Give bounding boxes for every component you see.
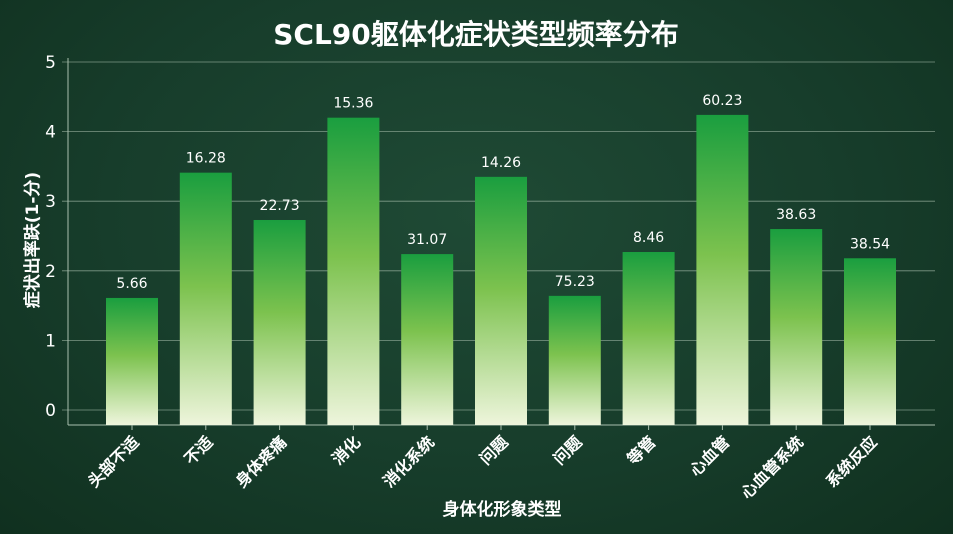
bar	[475, 176, 527, 425]
bar	[770, 229, 823, 425]
y-tick-label: 2	[45, 262, 56, 282]
y-tick-label: 0	[45, 401, 56, 421]
x-tick-label: 头部不适	[84, 432, 143, 491]
bar	[696, 114, 749, 425]
y-tick-label: 4	[45, 123, 56, 143]
bar	[401, 254, 454, 425]
data-label: 38.54	[850, 236, 890, 252]
data-label: 5.66	[116, 276, 147, 292]
data-label: 22.73	[260, 198, 300, 214]
bar	[253, 219, 306, 425]
y-tick-label: 1	[45, 331, 56, 351]
data-label: 31.07	[407, 232, 447, 248]
data-label: 75.23	[555, 274, 595, 290]
y-tick-label: 3	[45, 192, 56, 212]
chart-title: SCL90躯体化症状类型频率分布	[273, 18, 679, 51]
x-tick-label: 不适	[181, 432, 217, 468]
x-tick-label: 身体疼痛	[232, 432, 291, 491]
x-tick-label: 消化	[328, 432, 364, 468]
data-label: 16.28	[186, 151, 226, 167]
bar	[179, 172, 232, 425]
bar	[106, 297, 158, 425]
x-tick-label: 消化系统	[379, 432, 438, 491]
data-label: 38.63	[776, 207, 816, 223]
data-label: 14.26	[481, 155, 521, 171]
data-label: 15.36	[333, 96, 373, 112]
bar	[327, 117, 380, 426]
bar	[844, 258, 896, 425]
y-axis-label: 症状出率趺(1-分)	[22, 172, 43, 308]
x-tick-label: 问题	[550, 432, 587, 469]
y-tick-label: 5	[45, 53, 56, 73]
x-tick-label: 心血管系统	[737, 432, 807, 502]
data-label: 8.46	[633, 230, 664, 246]
x-tick-label: 等管	[623, 432, 660, 469]
data-label: 60.23	[702, 93, 742, 109]
x-tick-label: 系统反应	[822, 432, 881, 491]
bar	[622, 252, 675, 425]
x-tick-label: 心血管	[686, 432, 733, 479]
x-tick-label: 问题	[476, 432, 513, 469]
bar	[548, 295, 601, 425]
x-axis-label: 身体化形象类型	[443, 499, 562, 520]
